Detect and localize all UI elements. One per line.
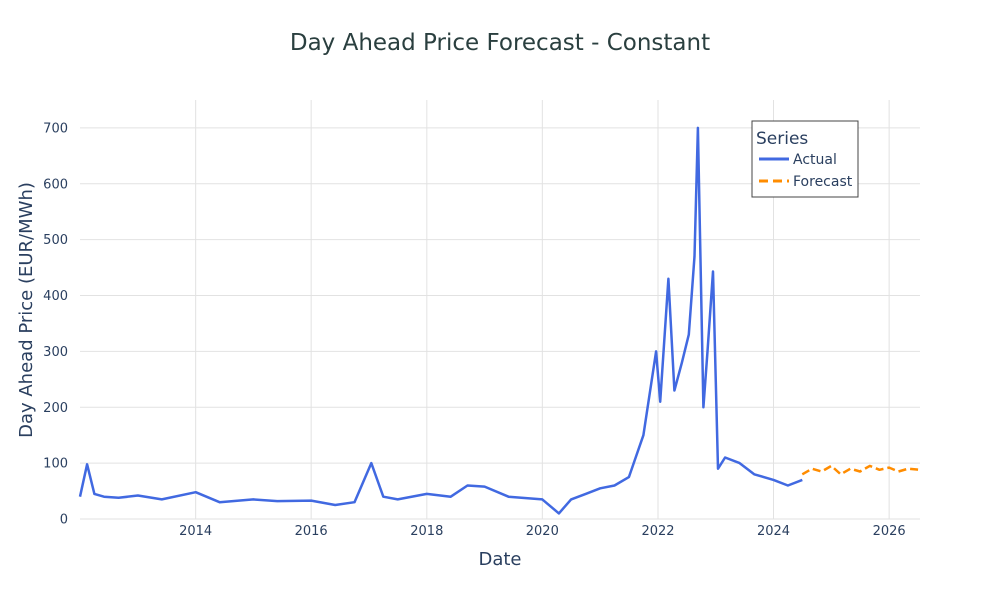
y-tick-label: 400 (43, 289, 68, 304)
x-tick-label: 2026 (873, 524, 906, 539)
x-axis-ticks: 2014 2016 2018 2020 2022 2024 2026 (179, 524, 906, 539)
legend-title: Series (756, 129, 808, 149)
chart-title: Day Ahead Price Forecast - Constant (290, 30, 710, 56)
legend-label-forecast: Forecast (793, 174, 853, 190)
legend-item-actual[interactable]: Actual (759, 152, 837, 168)
y-tick-label: 500 (43, 233, 68, 248)
series-layer (78, 126, 921, 515)
x-tick-label: 2022 (641, 524, 674, 539)
legend-label-actual: Actual (793, 152, 837, 168)
y-axis-title: Day Ahead Price (EUR/MWh) (16, 182, 37, 438)
series-line-forecast[interactable] (801, 464, 921, 476)
y-tick-label: 600 (43, 177, 68, 192)
x-tick-label: 2020 (526, 524, 559, 539)
grid (80, 100, 920, 520)
y-tick-label: 100 (43, 457, 68, 472)
x-axis-title: Date (478, 549, 521, 570)
legend-item-forecast[interactable]: Forecast (759, 174, 853, 190)
x-tick-label: 2024 (757, 524, 790, 539)
y-tick-label: 700 (43, 121, 68, 136)
x-tick-label: 2016 (295, 524, 328, 539)
x-tick-label: 2018 (410, 524, 443, 539)
y-tick-label: 200 (43, 401, 68, 416)
y-tick-label: 300 (43, 345, 68, 360)
y-tick-label: 0 (60, 513, 68, 528)
series-line-actual[interactable] (78, 126, 803, 515)
legend[interactable]: Series Actual Forecast (751, 120, 859, 198)
x-tick-label: 2014 (179, 524, 212, 539)
y-axis-ticks: 0 100 200 300 400 500 600 700 (43, 121, 68, 527)
